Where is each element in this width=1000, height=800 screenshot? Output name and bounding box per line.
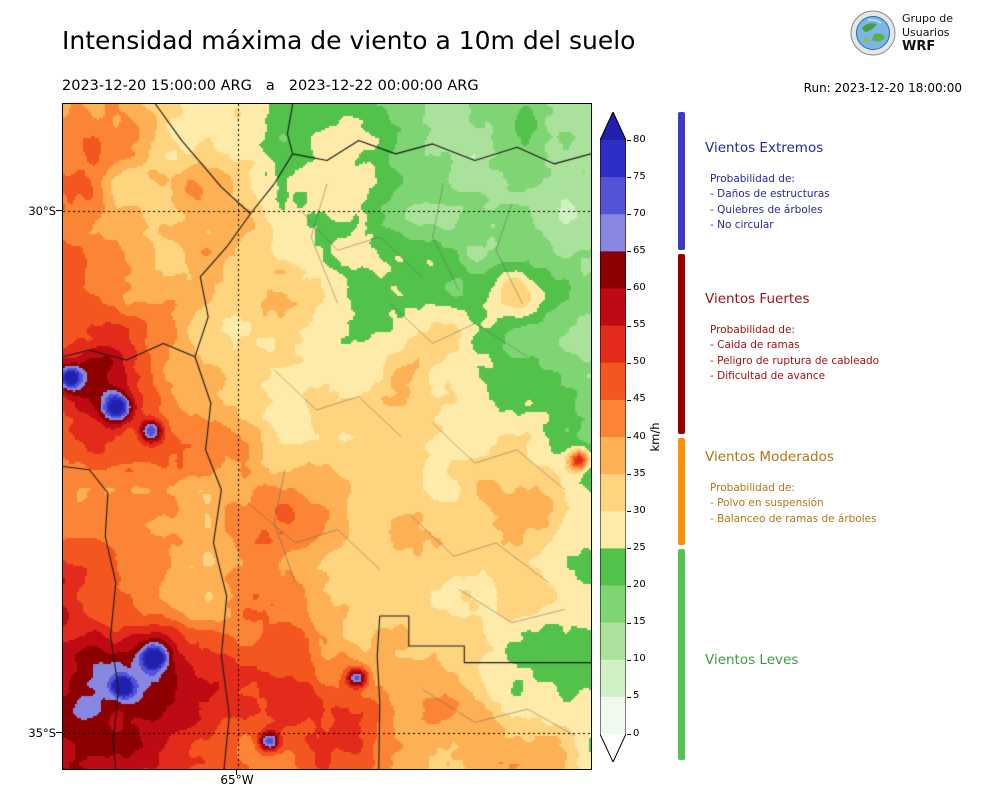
logo-line-3: WRF [902,39,936,54]
colorbar-tick-mark [627,362,631,364]
legend-item: - Peligro de ruptura de cableado [710,354,880,367]
colorbar [600,112,626,762]
legend-item: - Quiebres de árboles [710,203,823,216]
legend-category-block: Vientos Fuertes Probabilidad de: - Caida d… [705,291,985,385]
lon-label-65w: 65°W [220,773,254,787]
period-separator: a [265,78,275,94]
wind-map-plot [62,103,592,770]
wind-map-canvas [63,104,591,769]
colorbar-tick-label: 35 [633,467,646,479]
colorbar-tick-mark [627,585,631,587]
colorbar-tick-mark [627,474,631,476]
colorbar-tick-label: 45 [633,393,646,405]
colorbar-tick-label: 25 [633,541,646,553]
category-strip-segment [678,254,685,434]
colorbar-tick-label: 20 [633,579,646,590]
colorbar-tick-label: 60 [633,282,646,293]
legend-category-title: Vientos Fuertes [705,291,810,307]
legend-category-title: Vientos Leves [705,652,799,668]
colorbar-tick-label: 50 [633,356,646,368]
colorbar-tick-mark [627,548,631,550]
valid-period: 2023-12-20 15:00:00 ARG a 2023-12-22 00:00… [62,78,479,94]
colorbar-tick-mark [627,288,631,290]
colorbar-tick-mark [627,659,631,661]
colorbar-tick-label: 10 [633,653,646,665]
category-strip-segment [678,438,685,545]
colorbar-tick-mark [627,325,631,327]
legend-category-block: Vientos Moderados Probabilidad de: - Polvo… [705,449,985,527]
wrf-logo: Grupo de Usuarios WRF [850,10,953,56]
colorbar-tick-label: 55 [633,319,646,331]
colorbar-tick-mark [627,437,631,438]
colorbar-tick-label: 30 [633,504,646,516]
lat-label-35s: 35°S [28,726,56,740]
legend-category-title: Vientos Extremos [705,140,824,156]
colorbar-tick-mark [627,622,631,624]
legend-item: - Polvo en suspensión [710,497,824,509]
colorbar-tick-mark [627,511,631,513]
colorbar-tick-mark [627,177,631,179]
lon-tick-65w [236,769,237,775]
colorbar-tick-label: 40 [633,430,646,442]
colorbar-tick-label: 70 [633,207,646,219]
period-end: 2023-12-22 00:00:00 ARG [288,78,479,94]
colorbar-tick-label: 0 [633,727,640,739]
colorbar-tick-mark [627,734,631,735]
legend-item: - Balanceo de ramas de árboles [710,512,877,525]
colorbar-unit-label: km/h [648,422,662,452]
globe-icon [850,10,896,56]
run-label: Run: 2023-12-20 18:00:00 [803,81,962,95]
page-title: Intensidad máxima de viento a 10m del su… [62,26,636,55]
legend-category-block: Vientos Leves [705,652,985,683]
legend-item: - Caida de ramas [710,339,800,351]
legend-item: - No circular [710,219,774,231]
colorbar-tick-label: 75 [633,170,646,182]
lat-label-30s: 30°S [28,204,56,218]
legend-probability-label: Probabilidad de: [710,324,795,336]
legend-item: - Dificultad de avance [710,370,826,382]
colorbar-tick-mark [627,399,631,401]
lat-tick-30s [56,210,62,211]
colorbar-tick-mark [627,251,631,253]
lat-tick-35s [56,732,62,733]
legend-probability-label: Probabilidad de: [710,173,795,185]
colorbar-tick-mark [627,214,631,216]
category-strip-segment [678,112,685,250]
category-strip-segment [678,549,685,760]
logo-line-1: Grupo de [902,12,953,25]
colorbar-tick-mark [627,140,631,141]
logo-line-2: Usuarios [902,26,950,39]
colorbar-tick-label: 80 [633,133,646,145]
legend-item: - Daños de estructuras [710,188,830,200]
legend-probability-label: Probabilidad de: [710,482,795,494]
colorbar-tick-label: 65 [633,244,646,256]
period-start: 2023-12-20 15:00:00 ARG [62,78,252,94]
legend-category-title: Vientos Moderados [705,449,834,465]
colorbar-tick-mark [627,696,631,698]
legend-category-block: Vientos Extremos Probabilidad de: - Daños … [705,140,985,234]
colorbar-tick-label: 5 [633,690,640,702]
colorbar-tick-label: 15 [633,616,646,628]
